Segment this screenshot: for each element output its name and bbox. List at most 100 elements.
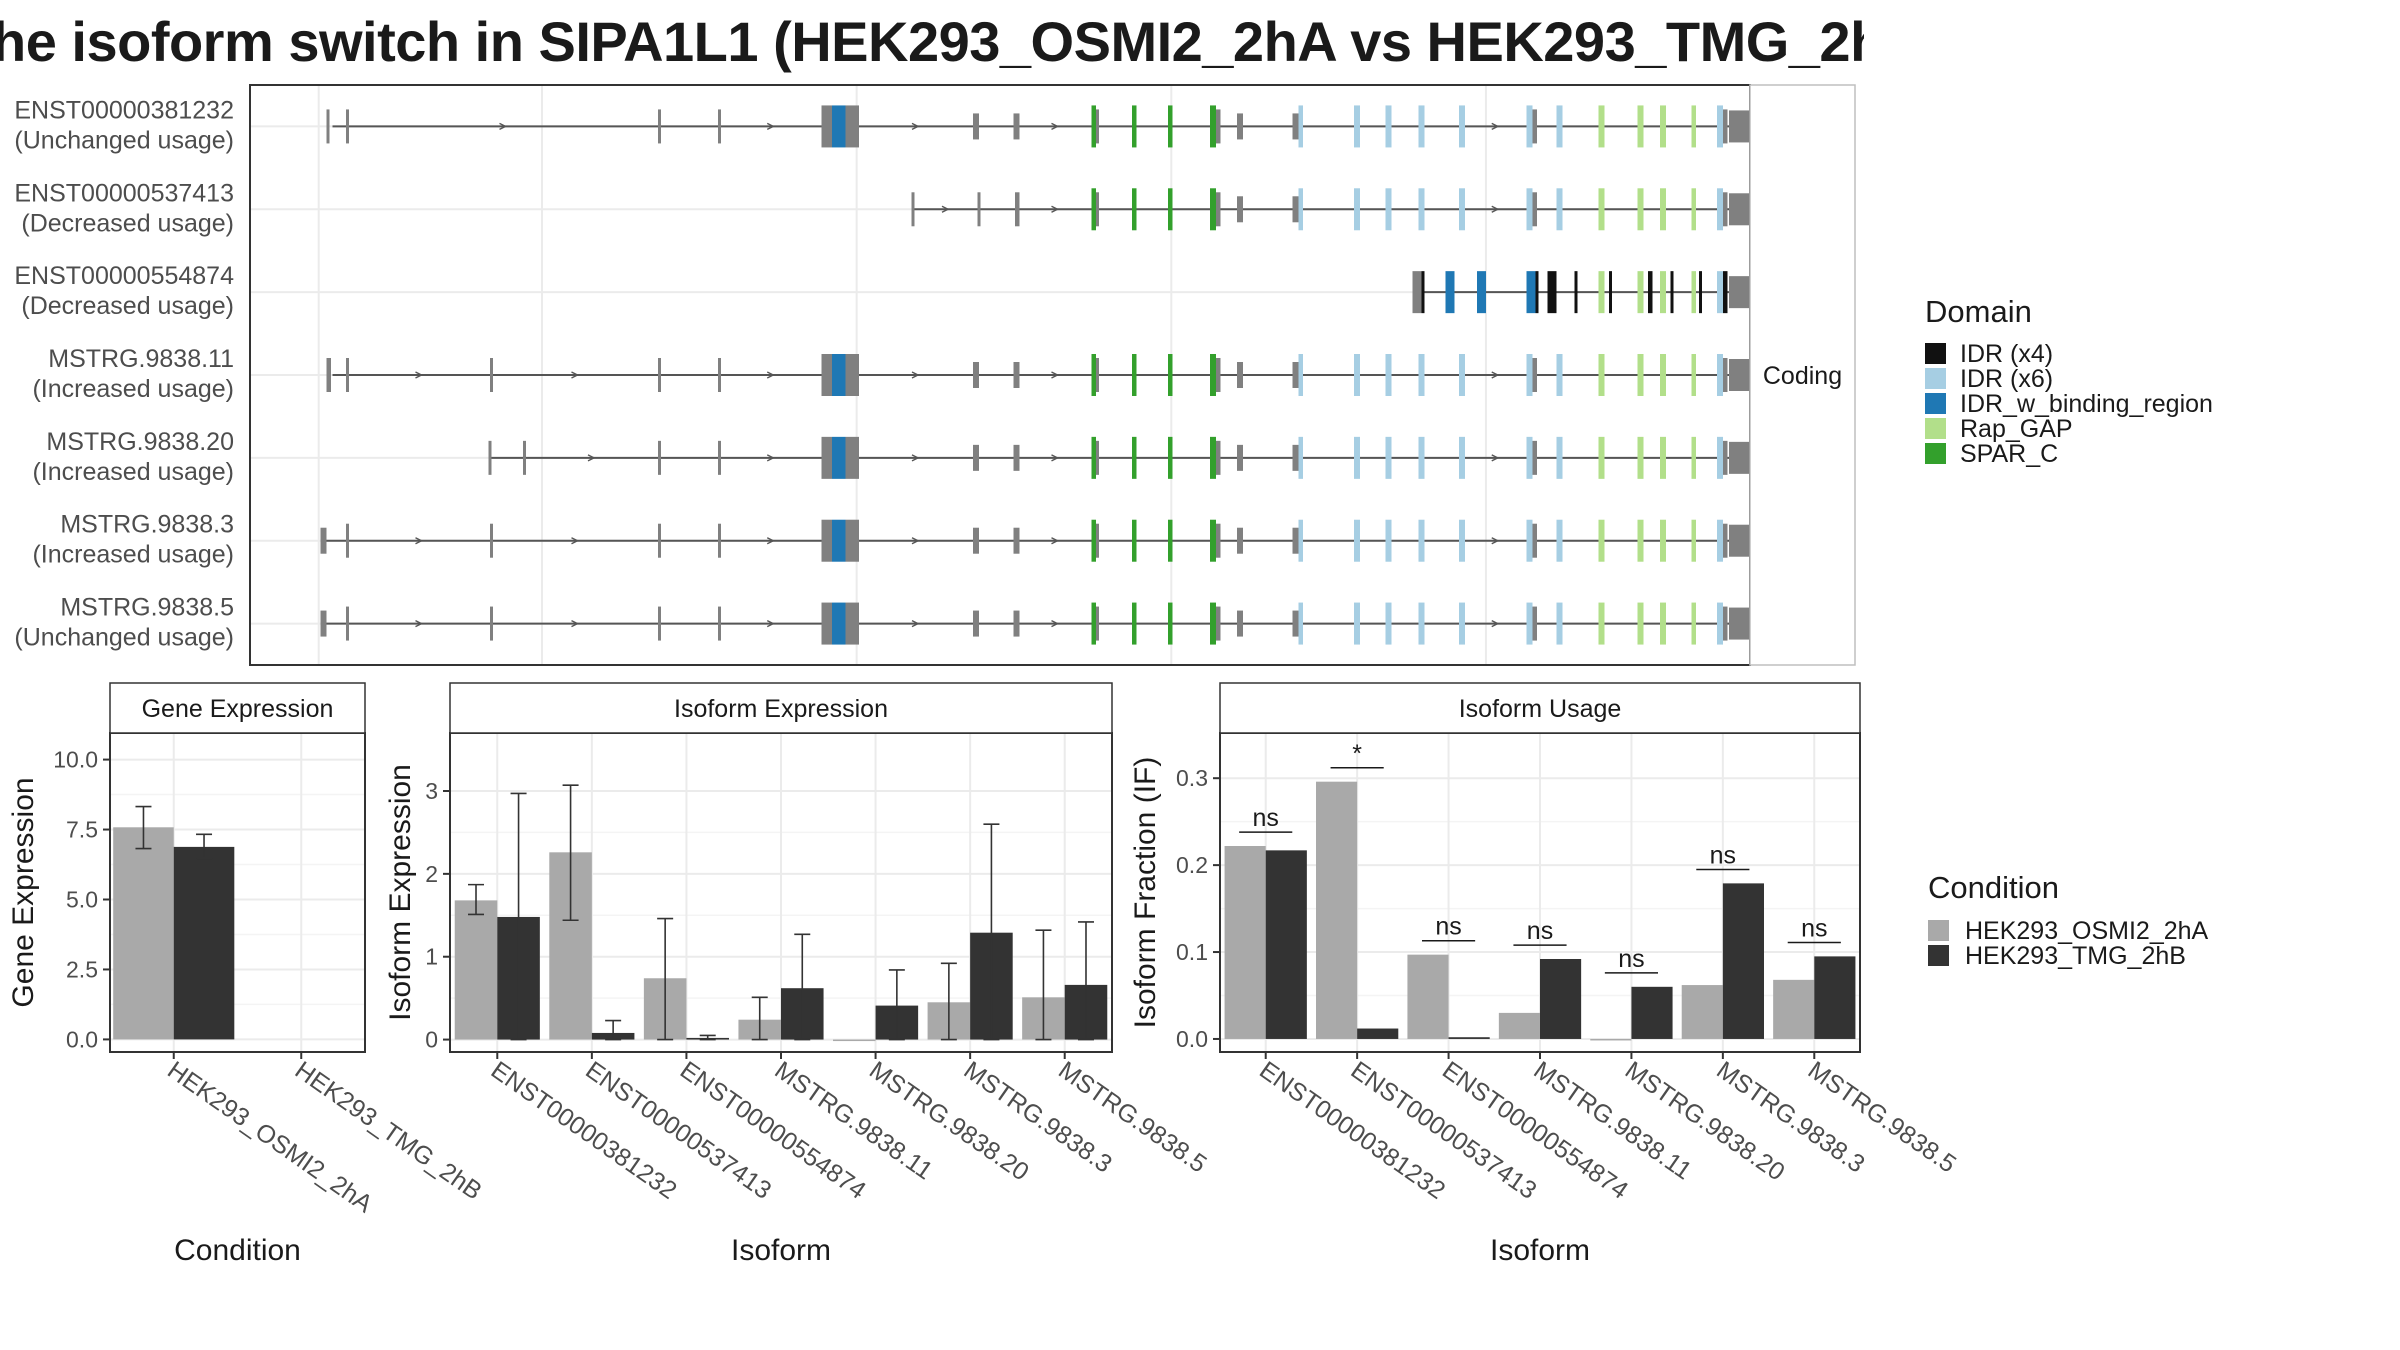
strand-arrow (1491, 371, 1500, 379)
bar (454, 900, 498, 1040)
exon (1132, 354, 1137, 396)
exon (821, 354, 832, 396)
exon (1210, 436, 1216, 479)
exon (1091, 354, 1096, 396)
exon (1418, 354, 1425, 396)
exon (1717, 188, 1723, 231)
strand-arrow (1051, 537, 1060, 545)
exon (658, 358, 661, 392)
exon (845, 436, 859, 479)
exon (1237, 527, 1243, 554)
facet-strip (1749, 84, 1856, 666)
strip-title: Isoform Expression (674, 695, 888, 723)
significance-label: ns (1618, 945, 1644, 973)
legend-swatch (1925, 343, 1946, 364)
y-axis-title: Isoform Expression (384, 764, 417, 1021)
exon (821, 602, 832, 645)
exon (1445, 271, 1455, 314)
x-tick-label: MSTRG.9838.20 (1620, 1056, 1790, 1187)
legend-title: Condition (1928, 870, 2059, 905)
exon (1237, 113, 1243, 140)
significance-label: ns (1253, 804, 1279, 832)
exon (973, 362, 979, 388)
exon (326, 358, 331, 392)
strand-arrow (766, 371, 775, 379)
exon (1598, 188, 1605, 231)
exon (1660, 188, 1666, 231)
exon (523, 440, 526, 475)
legend-label: IDR (x6) (1960, 365, 2053, 393)
significance-label: * (1352, 740, 1362, 768)
bar (1407, 954, 1449, 1039)
x-axis-title: Isoform (731, 1234, 831, 1267)
exon (1535, 271, 1539, 314)
strand-arrow (1491, 205, 1500, 213)
exon (1385, 602, 1392, 645)
exon (1598, 519, 1605, 562)
x-tick-label: MSTRG.9838.11 (770, 1056, 938, 1185)
exon (1385, 188, 1392, 231)
exon (1013, 527, 1020, 554)
exon (832, 354, 846, 396)
y-tick-label: 0.3 (1176, 765, 1208, 791)
exon (1660, 105, 1666, 148)
exon (1013, 113, 1020, 140)
strip (109, 682, 366, 734)
exon (845, 354, 859, 396)
exon (1637, 188, 1644, 231)
transcript-row: MSTRG.9838.5(Unchanged usage) (14, 594, 1750, 652)
exon (1717, 271, 1723, 314)
strand-arrow (911, 454, 920, 462)
transcript-id-label: ENST00000381232 (14, 96, 234, 124)
strand-arrow (766, 454, 775, 462)
bar (1316, 781, 1358, 1039)
exon (1168, 188, 1173, 231)
strand-arrow (1491, 619, 1500, 628)
exon (658, 523, 661, 558)
exon (1526, 602, 1533, 645)
exon (1385, 519, 1392, 562)
strand-arrow (587, 454, 596, 462)
exon (1298, 188, 1303, 231)
strand-arrow (911, 619, 920, 628)
strand-arrow (571, 371, 580, 379)
legend-title: Domain (1925, 294, 2032, 329)
exon (1418, 105, 1425, 148)
y-tick-label: 10.0 (53, 747, 98, 773)
domain-legend: Domain IDR (x4)IDR (x6)IDR_w_binding_regi… (1925, 294, 2213, 468)
exon (320, 610, 327, 637)
exon (1237, 610, 1243, 637)
exon (718, 606, 721, 641)
exon (1723, 271, 1728, 314)
exon (1691, 602, 1696, 645)
exon (1096, 523, 1099, 558)
strand-arrow (941, 205, 950, 213)
exon (1237, 196, 1243, 223)
bar (1722, 883, 1764, 1039)
exon (1691, 436, 1696, 479)
legend-swatch (1928, 945, 1949, 966)
y-tick-label: 0.0 (1176, 1026, 1208, 1052)
strand-arrow (911, 537, 920, 545)
exon (1729, 524, 1750, 557)
exon (1729, 193, 1750, 226)
exon (1532, 523, 1537, 558)
x-axis-title: Condition (174, 1234, 301, 1267)
strand-arrow (1051, 205, 1060, 213)
strand-arrow (1491, 454, 1500, 462)
exon (845, 519, 859, 562)
exon (1598, 602, 1605, 645)
exon (973, 444, 979, 471)
exon (658, 109, 661, 144)
exon (1013, 362, 1020, 388)
exon (1637, 105, 1644, 148)
exon (1216, 109, 1221, 144)
exon (718, 109, 721, 144)
exon (1729, 441, 1750, 474)
legend-label: SPAR_C (1960, 440, 2058, 468)
exon (1292, 196, 1299, 223)
exon (1385, 436, 1392, 479)
exon (1385, 354, 1392, 396)
